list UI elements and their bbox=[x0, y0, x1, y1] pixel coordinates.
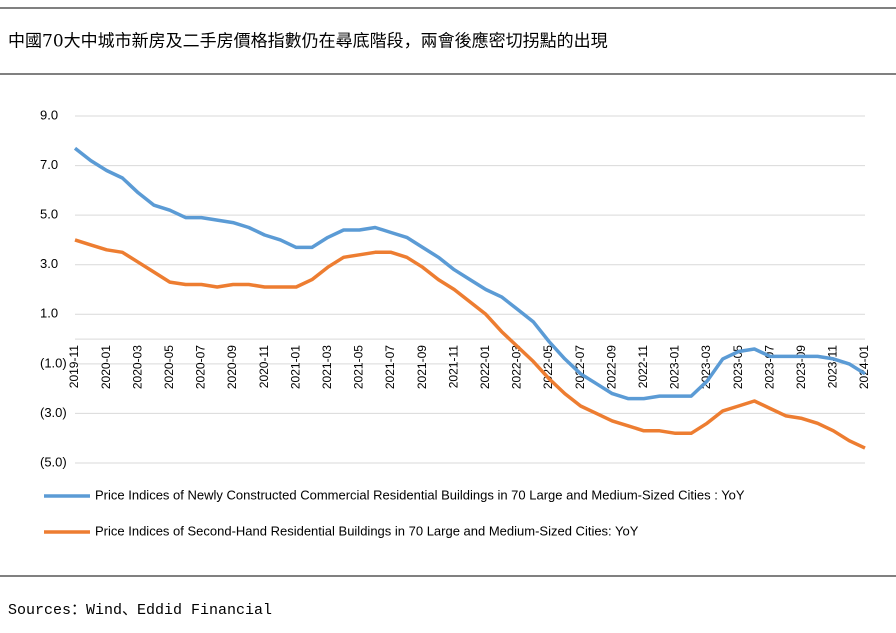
x-tick-label: 2020-11 bbox=[257, 345, 271, 388]
y-tick-label: 9.0 bbox=[40, 107, 58, 122]
x-tick-label: 2022-05 bbox=[541, 345, 555, 389]
y-tick-label: 1.0 bbox=[40, 306, 58, 321]
y-tick-label: 7.0 bbox=[40, 157, 58, 172]
x-tick-label: 2023-07 bbox=[762, 345, 776, 389]
x-tick-label: 2021-05 bbox=[352, 345, 366, 389]
legend-label: Price Indices of Second-Hand Residential… bbox=[95, 523, 639, 538]
x-tick-label: 2019-11 bbox=[67, 345, 81, 388]
x-tick-label: 2020-03 bbox=[130, 345, 144, 389]
source: Sources：Wind、Eddid Financial bbox=[8, 602, 272, 619]
x-tick-label: 2022-01 bbox=[478, 345, 492, 389]
x-tick-label: 2024-01 bbox=[857, 345, 871, 389]
x-tick-label: 2022-11 bbox=[636, 345, 650, 388]
y-tick-label: 3.0 bbox=[40, 256, 58, 271]
series-line bbox=[74, 238, 866, 450]
x-tick-label: 2020-01 bbox=[99, 345, 113, 389]
x-tick-label: 2021-07 bbox=[383, 345, 397, 389]
x-tick-label: 2023-09 bbox=[794, 345, 808, 389]
x-tick-label: 2022-03 bbox=[510, 345, 524, 389]
legend-label: Price Indices of Newly Constructed Comme… bbox=[95, 487, 745, 502]
x-tick-label: 2021-03 bbox=[320, 345, 334, 389]
y-tick-label: 5.0 bbox=[40, 207, 58, 222]
x-tick-label: 2022-09 bbox=[604, 345, 618, 389]
series-line bbox=[73, 146, 866, 401]
x-tick-label: 2020-05 bbox=[162, 345, 176, 389]
x-tick-label: 2022-07 bbox=[573, 345, 587, 389]
x-tick-label: 2021-01 bbox=[288, 345, 302, 389]
chart-title: 中國70大中城市新房及二手房價格指數仍在尋底階段，兩會後應密切拐點的出現 bbox=[8, 31, 608, 52]
x-tick-label: 2023-05 bbox=[731, 345, 745, 389]
x-tick-label: 2021-11 bbox=[446, 345, 460, 388]
y-tick-label: (1.0) bbox=[40, 355, 67, 370]
x-tick-label: 2021-09 bbox=[415, 345, 429, 389]
x-tick-label: 2020-07 bbox=[194, 345, 208, 389]
x-tick-label: 2023-11 bbox=[826, 345, 840, 388]
y-tick-label: (3.0) bbox=[40, 405, 67, 420]
x-tick-label: 2020-09 bbox=[225, 345, 239, 389]
y-tick-label: (5.0) bbox=[40, 454, 67, 469]
x-tick-label: 2023-01 bbox=[668, 345, 682, 389]
